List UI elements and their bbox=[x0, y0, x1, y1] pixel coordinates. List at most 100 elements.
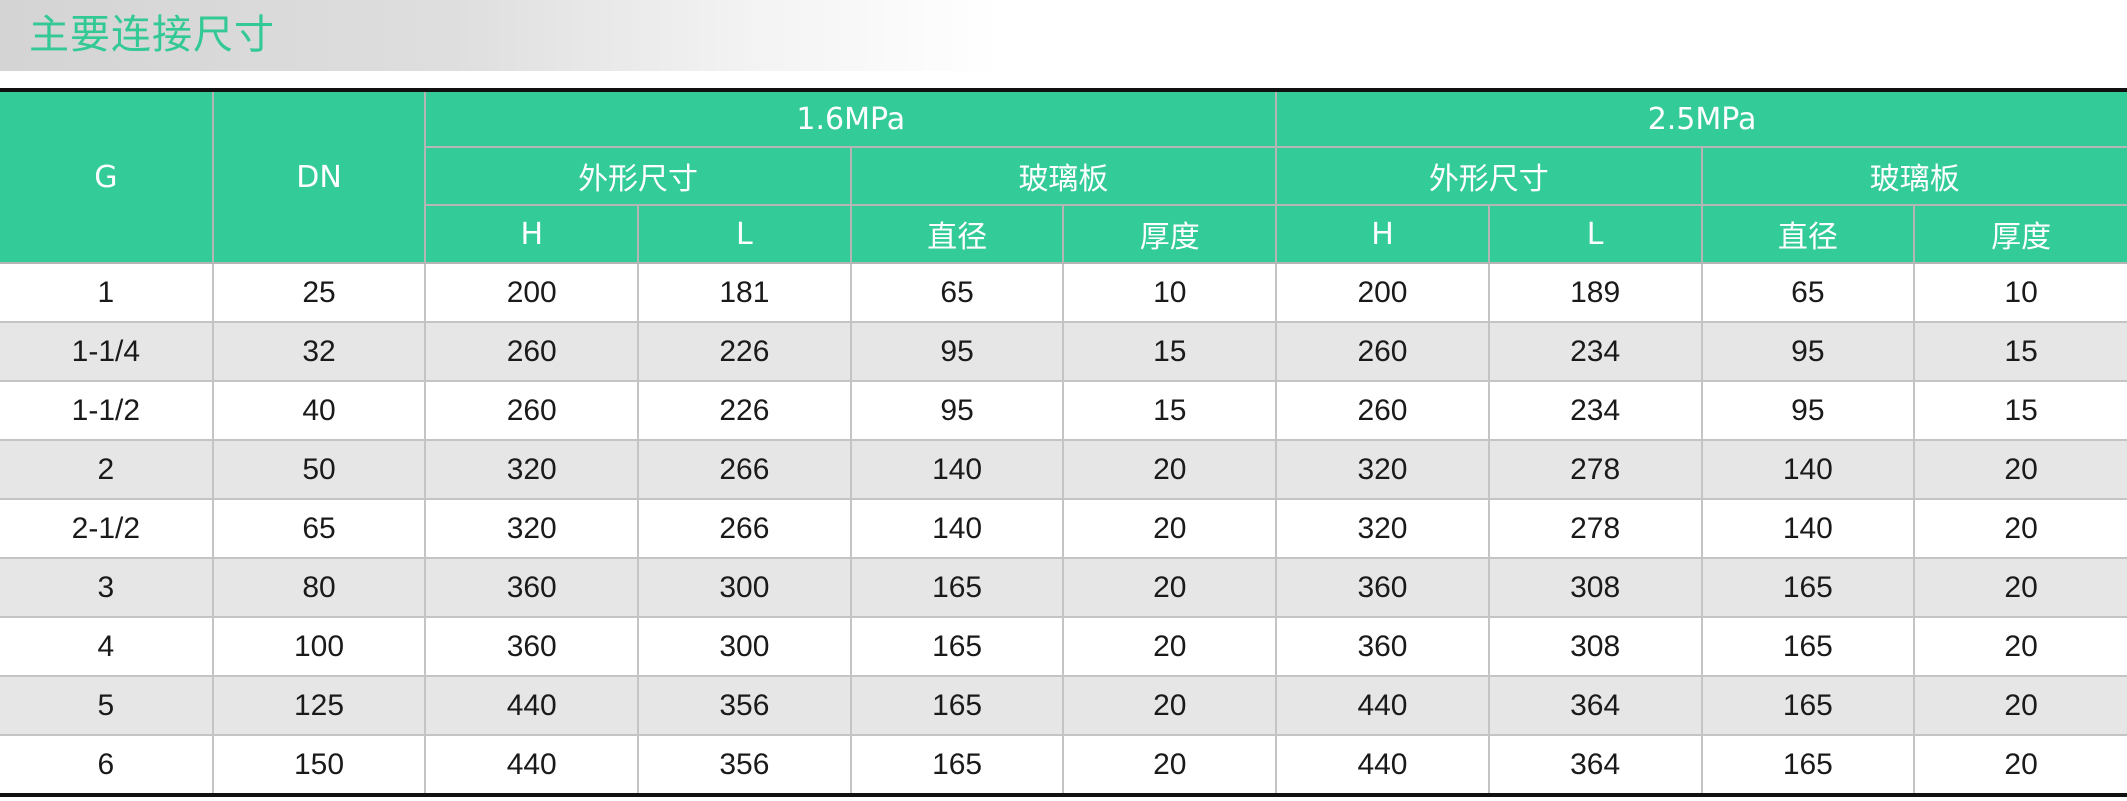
table-cell: 20 bbox=[1062, 557, 1278, 618]
connection-dimensions-table: G DN 1.6MPa 2.5MPa 外形尺寸 玻璃板 外形尺寸 玻璃板 H L… bbox=[0, 88, 2127, 797]
table-cell: 80 bbox=[211, 557, 427, 618]
header-outer-dims-2: 外形尺寸 bbox=[1275, 146, 1703, 206]
table-cell: 308 bbox=[1487, 616, 1703, 677]
table-cell: 5 bbox=[0, 675, 214, 736]
table-cell: 189 bbox=[1487, 262, 1703, 323]
table-cell: 360 bbox=[1275, 557, 1490, 618]
header-h-1: H bbox=[425, 204, 640, 264]
table-cell: 320 bbox=[424, 439, 640, 500]
table-cell: 165 bbox=[1700, 675, 1916, 736]
table-cell: 300 bbox=[637, 616, 852, 677]
table-cell: 65 bbox=[849, 262, 1065, 323]
table-cell: 278 bbox=[1487, 439, 1703, 500]
table-cell: 1-1/4 bbox=[0, 321, 214, 382]
table-cell: 150 bbox=[211, 734, 427, 796]
table-cell: 20 bbox=[1062, 616, 1278, 677]
header-glass-2: 玻璃板 bbox=[1700, 146, 2127, 206]
table-cell: 266 bbox=[637, 439, 852, 500]
table-cell: 6 bbox=[0, 734, 214, 796]
table-cell: 20 bbox=[1913, 675, 2127, 736]
table-row: 1 25 200 181 65 10 200 189 65 10 bbox=[0, 262, 2127, 323]
table-row: 1-1/2 40 260 226 95 15 260 234 95 15 bbox=[0, 380, 2127, 441]
table-cell: 20 bbox=[1913, 557, 2127, 618]
table-cell: 165 bbox=[1700, 616, 1916, 677]
table-cell: 234 bbox=[1487, 380, 1703, 441]
title-band: 主要连接尺寸 bbox=[0, 0, 1000, 71]
table-cell: 360 bbox=[424, 616, 640, 677]
table-cell: 260 bbox=[1275, 321, 1490, 382]
table-cell: 1-1/2 bbox=[0, 380, 214, 441]
table-cell: 440 bbox=[424, 675, 640, 736]
header-l-2: L bbox=[1487, 204, 1703, 264]
table-cell: 364 bbox=[1487, 734, 1703, 796]
table-cell: 260 bbox=[424, 380, 640, 441]
table-cell: 226 bbox=[637, 380, 852, 441]
table-cell: 15 bbox=[1913, 321, 2127, 382]
table-cell: 226 bbox=[637, 321, 852, 382]
header-thickness-2: 厚度 bbox=[1913, 204, 2127, 264]
table-cell: 20 bbox=[1062, 498, 1278, 559]
table-cell: 15 bbox=[1913, 380, 2127, 441]
table-cell: 165 bbox=[1700, 557, 1916, 618]
table-cell: 65 bbox=[211, 498, 427, 559]
table-cell: 20 bbox=[1913, 439, 2127, 500]
header-diameter-1: 直径 bbox=[849, 204, 1065, 264]
table-cell: 20 bbox=[1062, 675, 1278, 736]
table-cell: 278 bbox=[1487, 498, 1703, 559]
table-cell: 15 bbox=[1062, 321, 1278, 382]
table-cell: 165 bbox=[849, 557, 1065, 618]
table-cell: 260 bbox=[1275, 380, 1490, 441]
table-cell: 200 bbox=[1275, 262, 1490, 323]
table-cell: 200 bbox=[424, 262, 640, 323]
table-cell: 2 bbox=[0, 439, 214, 500]
table-cell: 440 bbox=[424, 734, 640, 796]
table-cell: 320 bbox=[1275, 439, 1490, 500]
table-row: 2-1/2 65 320 266 140 20 320 278 140 20 bbox=[0, 498, 2127, 559]
table-cell: 20 bbox=[1062, 734, 1278, 796]
table-cell: 20 bbox=[1913, 734, 2127, 796]
table-cell: 360 bbox=[424, 557, 640, 618]
table-cell: 356 bbox=[637, 675, 852, 736]
table-cell: 4 bbox=[0, 616, 214, 677]
table-cell: 140 bbox=[1700, 498, 1916, 559]
table-cell: 165 bbox=[1700, 734, 1916, 796]
table-cell: 95 bbox=[1700, 321, 1916, 382]
table-cell: 308 bbox=[1487, 557, 1703, 618]
table-cell: 300 bbox=[637, 557, 852, 618]
table-cell: 15 bbox=[1062, 380, 1278, 441]
table-row: 3 80 360 300 165 20 360 308 165 20 bbox=[0, 557, 2127, 618]
table-cell: 140 bbox=[849, 439, 1065, 500]
table-cell: 95 bbox=[849, 321, 1065, 382]
table-cell: 266 bbox=[637, 498, 852, 559]
table-row: 5 125 440 356 165 20 440 364 165 20 bbox=[0, 675, 2127, 736]
table-cell: 320 bbox=[424, 498, 640, 559]
header-glass-1: 玻璃板 bbox=[849, 146, 1278, 206]
table-cell: 100 bbox=[211, 616, 427, 677]
table-cell: 440 bbox=[1275, 734, 1490, 796]
table-cell: 125 bbox=[211, 675, 427, 736]
header-diameter-2: 直径 bbox=[1700, 204, 1916, 264]
table-cell: 95 bbox=[849, 380, 1065, 441]
header-thickness-1: 厚度 bbox=[1062, 204, 1278, 264]
table-cell: 364 bbox=[1487, 675, 1703, 736]
table-cell: 140 bbox=[849, 498, 1065, 559]
table-cell: 165 bbox=[849, 675, 1065, 736]
table-cell: 356 bbox=[637, 734, 852, 796]
table-cell: 165 bbox=[849, 734, 1065, 796]
table-cell: 165 bbox=[849, 616, 1065, 677]
table-row: 6 150 440 356 165 20 440 364 165 20 bbox=[0, 734, 2127, 796]
table-cell: 40 bbox=[211, 380, 427, 441]
table-row: 2 50 320 266 140 20 320 278 140 20 bbox=[0, 439, 2127, 500]
header-h-2: H bbox=[1275, 204, 1490, 264]
table-cell: 1 bbox=[0, 262, 214, 323]
table-cell: 20 bbox=[1913, 616, 2127, 677]
table-cell: 10 bbox=[1913, 262, 2127, 323]
header-l-1: L bbox=[637, 204, 852, 264]
table-cell: 181 bbox=[637, 262, 852, 323]
section-title: 主要连接尺寸 bbox=[29, 12, 275, 58]
table-cell: 50 bbox=[211, 439, 427, 500]
table-row: 1-1/4 32 260 226 95 15 260 234 95 15 bbox=[0, 321, 2127, 382]
table-cell: 20 bbox=[1062, 439, 1278, 500]
table-cell: 440 bbox=[1275, 675, 1490, 736]
table-cell: 140 bbox=[1700, 439, 1916, 500]
